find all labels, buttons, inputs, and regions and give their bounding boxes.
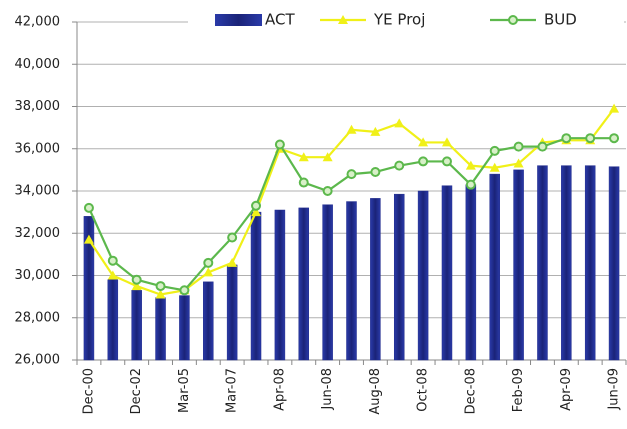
marker	[513, 158, 524, 168]
legend: ACT YE Proj BUD	[188, 4, 624, 38]
marker	[251, 207, 262, 217]
x-tick-label: Feb-09	[511, 368, 526, 412]
x-tick-label: Apr-09	[559, 368, 574, 411]
bar	[417, 190, 429, 361]
bar	[441, 185, 453, 361]
marker	[155, 281, 166, 292]
bar	[393, 193, 405, 361]
marker	[107, 270, 118, 280]
marker	[609, 103, 620, 113]
marker	[338, 15, 348, 24]
bar	[226, 264, 238, 361]
x-tick-label: Aug-08	[368, 368, 383, 415]
legend-label: YE Proj	[373, 11, 425, 29]
marker	[203, 257, 214, 268]
y-tick-label: 32,000	[15, 226, 61, 241]
legend-label: ACT	[265, 11, 295, 29]
bar	[322, 204, 333, 361]
bar	[274, 209, 286, 361]
marker	[227, 232, 238, 243]
x-tick-label: Apr-08	[272, 368, 287, 411]
marker	[489, 162, 500, 172]
y-tick-label: 28,000	[15, 310, 61, 325]
marker	[609, 133, 620, 144]
bar	[298, 207, 310, 361]
marker	[418, 156, 429, 167]
x-tick-label: Jun-08	[320, 368, 335, 411]
x-tick-label: Oct-08	[416, 368, 431, 412]
marker	[298, 177, 309, 188]
marker	[155, 289, 166, 299]
y-tick-label: 34,000	[15, 184, 61, 199]
marker	[465, 160, 476, 170]
marker	[322, 186, 333, 196]
marker	[179, 285, 190, 296]
bar	[346, 201, 357, 361]
marker	[131, 281, 142, 291]
y-tick-label: 40,000	[15, 57, 61, 72]
marker	[107, 255, 118, 266]
marker	[370, 166, 381, 177]
marker	[298, 152, 309, 162]
marker	[83, 234, 94, 244]
x-tick-label: Dec-08	[463, 368, 478, 414]
marker	[131, 274, 142, 285]
bar	[608, 166, 620, 361]
marker	[489, 145, 500, 156]
y-tick-label: 36,000	[15, 141, 61, 156]
bar	[107, 279, 119, 361]
marks	[83, 103, 620, 361]
bar	[370, 198, 381, 361]
x-tick-label: Mar-07	[225, 368, 240, 413]
bar	[83, 216, 95, 361]
marker	[418, 137, 429, 147]
marker	[585, 133, 596, 144]
grid: 26,000 28,000 30,000 32,000 34,000 36,000 38,0…	[15, 15, 627, 415]
marker	[83, 202, 94, 213]
marker	[537, 141, 548, 152]
marker	[346, 124, 357, 134]
marker	[370, 126, 381, 136]
marker	[394, 118, 405, 128]
marker	[561, 133, 572, 144]
bar	[250, 211, 262, 361]
bar	[537, 165, 548, 361]
marker	[346, 169, 357, 180]
marker	[274, 139, 285, 150]
y-tick-label: 38,000	[15, 99, 61, 114]
marker	[227, 257, 238, 267]
marker	[441, 156, 452, 167]
y-tick-label: 42,000	[15, 15, 61, 30]
marker	[513, 141, 524, 152]
marker	[203, 267, 214, 277]
y-tick-label: 26,000	[15, 353, 61, 368]
legend-label: BUD	[544, 11, 577, 29]
bar	[203, 281, 214, 361]
bar	[465, 184, 477, 361]
marker	[508, 15, 518, 25]
marker	[465, 179, 476, 190]
bar	[179, 295, 190, 361]
marker	[441, 137, 452, 147]
x-tick-label: Dec-00	[81, 368, 96, 414]
x-tick-label: Jun-09	[607, 368, 622, 411]
bar	[155, 297, 166, 361]
y-tick-label: 30,000	[15, 268, 61, 283]
legend-swatch	[215, 14, 262, 26]
marker	[394, 160, 405, 171]
x-tick-label: Mar-05	[177, 368, 192, 413]
x-tick-label: Dec-02	[129, 368, 144, 414]
bar	[131, 290, 142, 361]
bar	[513, 169, 524, 361]
bar	[561, 165, 572, 361]
marker	[322, 152, 333, 162]
bar	[489, 173, 500, 361]
bar	[584, 165, 596, 361]
marker	[251, 200, 262, 211]
